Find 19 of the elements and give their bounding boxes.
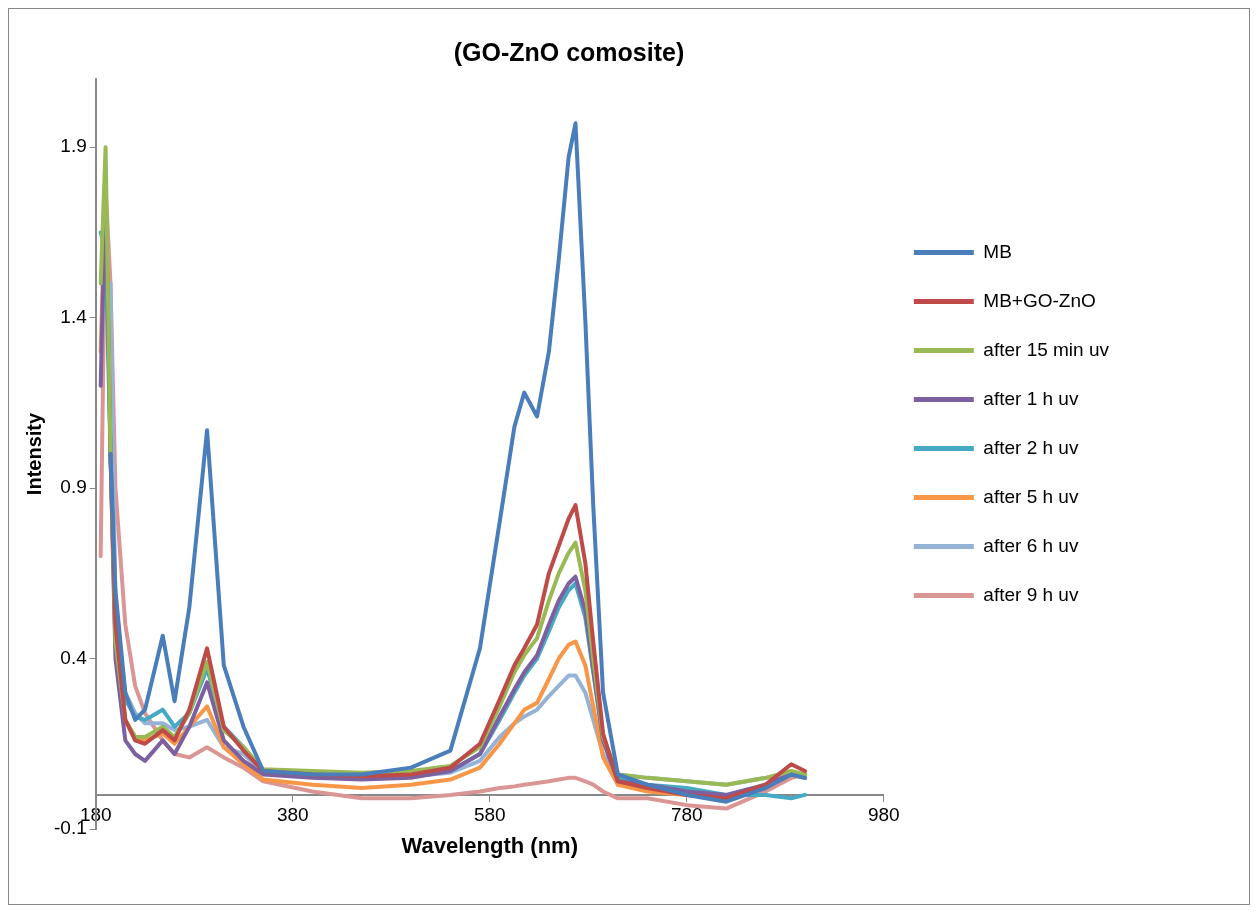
legend-label: after 1 h uv — [983, 387, 1079, 409]
x-tick-label: 380 — [276, 803, 309, 825]
x-tick-label: 780 — [670, 803, 703, 825]
y-tick-label: 1.4 — [60, 305, 88, 327]
y-tick-label: 1.9 — [60, 135, 87, 157]
legend-label: after 6 h uv — [983, 534, 1079, 556]
x-axis-title: Wavelength (nm) — [401, 832, 578, 858]
legend-label: MB+GO-ZnO — [983, 289, 1096, 311]
legend-label: after 5 h uv — [983, 485, 1079, 507]
chart-title: (GO-ZnO comosite) — [453, 37, 685, 66]
legend-label: after 2 h uv — [983, 436, 1079, 458]
y-tick-label: 0.9 — [60, 476, 87, 498]
y-tick-label: 0.4 — [60, 646, 88, 668]
legend-label: after 15 min uv — [983, 338, 1110, 360]
y-axis-title: Intensity — [22, 412, 45, 496]
x-tick-label: 580 — [473, 803, 506, 825]
x-tick-label: 980 — [867, 803, 900, 825]
legend-label: after 9 h uv — [983, 583, 1079, 605]
legend-label: MB — [983, 240, 1012, 262]
